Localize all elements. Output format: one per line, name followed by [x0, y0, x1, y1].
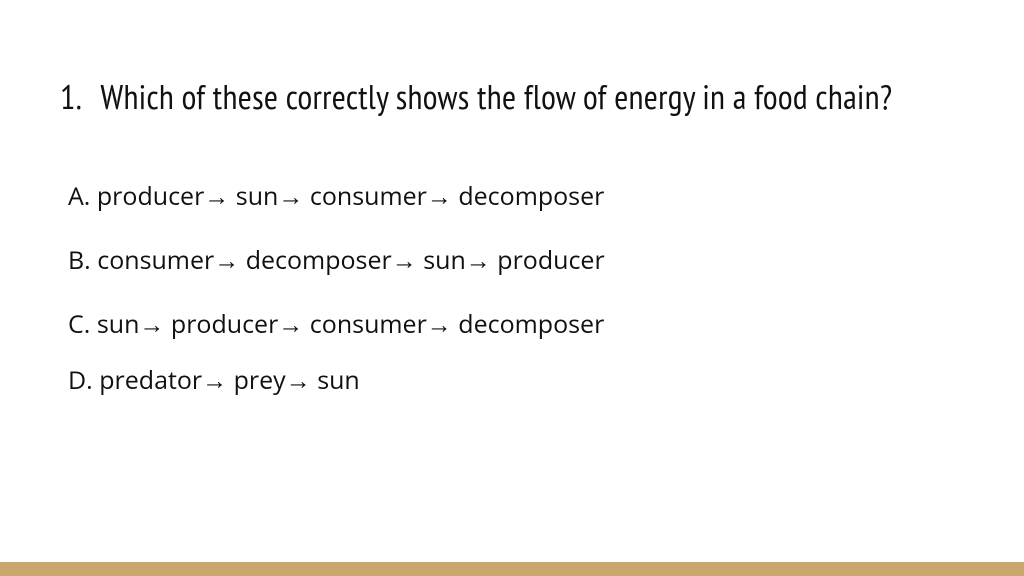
option-text: predator→ prey→ sun: [99, 363, 360, 397]
slide: 1. Which of these correctly shows the fl…: [0, 0, 1024, 576]
question-row: 1. Which of these correctly shows the fl…: [60, 75, 964, 119]
option-label: A.: [68, 179, 90, 213]
question-number: 1.: [60, 75, 82, 119]
accent-bar: [0, 562, 1024, 576]
options-list: A. producer→ sun→ consumer→ decomposer B…: [60, 181, 964, 395]
option-c: C. sun→ producer→ consumer→ decomposer: [68, 309, 964, 339]
option-d: D. predator→ prey→ sun: [68, 365, 964, 395]
option-b: B. consumer→ decomposer→ sun→ producer: [68, 245, 964, 275]
option-a: A. producer→ sun→ consumer→ decomposer: [68, 181, 964, 211]
question-text: Which of these correctly shows the flow …: [100, 75, 892, 119]
option-label: B.: [68, 243, 91, 277]
option-label: D.: [68, 363, 93, 397]
option-text: sun→ producer→ consumer→ decomposer: [97, 307, 604, 341]
option-text: producer→ sun→ consumer→ decomposer: [97, 179, 604, 213]
option-text: consumer→ decomposer→ sun→ producer: [97, 243, 604, 277]
option-label: C.: [68, 307, 90, 341]
